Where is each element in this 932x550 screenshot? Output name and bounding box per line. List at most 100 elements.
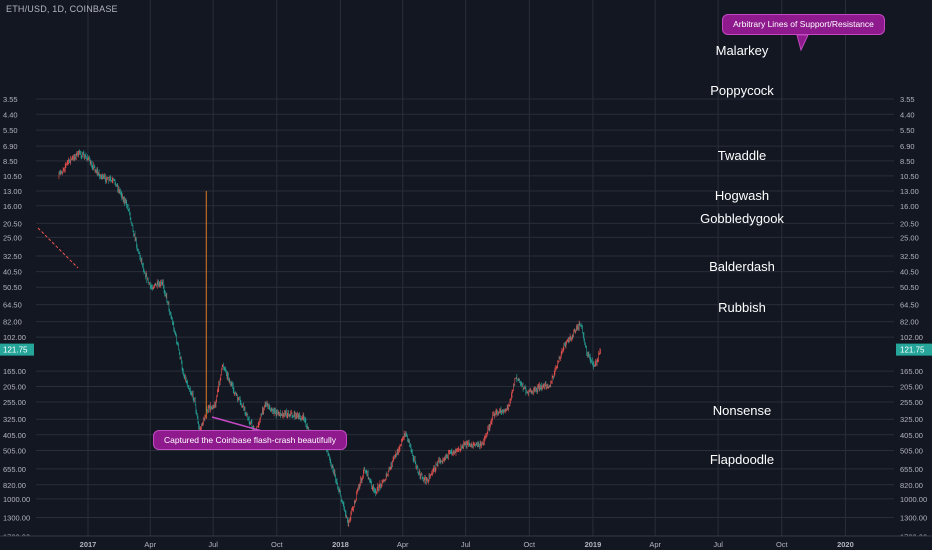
x-tick-11: Oct: [776, 540, 789, 549]
candle-body-472: [385, 479, 386, 481]
candle-body-621: [488, 428, 489, 430]
candle-body-294: [261, 414, 263, 415]
candle-body-123: [143, 271, 145, 273]
candle-body-560: [445, 457, 447, 458]
candle-body-114: [137, 250, 139, 252]
candle-body-428: [354, 501, 356, 502]
candle-body-705: [546, 387, 547, 389]
y-tick-left-10: 32.50: [3, 252, 22, 261]
candle-body-725: [560, 358, 561, 359]
candle-body-345: [297, 416, 298, 418]
candle-body-655: [511, 395, 513, 397]
candle-body-667: [519, 382, 521, 384]
candle-body-709: [549, 386, 550, 388]
candle-body-94: [123, 200, 125, 202]
candle-body-409: [341, 500, 343, 502]
candle-body-73: [109, 180, 110, 182]
candle-body-250: [231, 384, 233, 385]
candle-body-158: [167, 304, 169, 305]
candle-body-247: [229, 381, 231, 383]
candle-body-185: [186, 381, 188, 383]
candle-body-567: [450, 451, 452, 453]
candle-body-778: [596, 363, 598, 364]
candle-body-703: [544, 384, 546, 386]
candle-body-341: [294, 417, 296, 419]
candle-body-23: [74, 158, 76, 160]
candle-body-641: [501, 412, 503, 413]
candle-body-411: [342, 504, 344, 506]
candle-body-571: [453, 453, 455, 454]
candle-body-508: [409, 447, 411, 448]
annotation-support-resistance[interactable]: Arbitrary Lines of Support/Resistance: [722, 14, 885, 35]
candle-body-465: [380, 486, 381, 488]
candle-body-514: [414, 460, 415, 462]
candle-body-357: [305, 424, 307, 426]
candle-body-652: [509, 405, 511, 406]
y-tick-right-9: 25.00: [900, 233, 919, 242]
candle-body-126: [145, 275, 147, 277]
candle-body-674: [524, 386, 526, 388]
candle-body-727: [561, 354, 563, 356]
candle-body-24: [75, 158, 76, 159]
candle-body-309: [272, 410, 274, 412]
x-tick-3: Oct: [271, 540, 284, 549]
candle-body-742: [571, 337, 573, 339]
candle-body-333: [288, 414, 290, 416]
candle-body-52: [94, 170, 96, 172]
candle-body-404: [338, 489, 339, 490]
candle-body-165: [172, 322, 174, 324]
candle-body-100: [127, 209, 129, 211]
candle-body-349: [300, 418, 301, 419]
candle-body-231: [218, 388, 220, 390]
candle-body-328: [285, 414, 287, 416]
y-tick-left-11: 40.50: [3, 268, 22, 277]
candle-body-476: [387, 474, 389, 476]
candle-body-772: [592, 364, 594, 365]
candle-body-337: [291, 415, 293, 417]
candle-body-32: [80, 156, 82, 157]
candle-body-568: [451, 454, 453, 456]
candle-body-607: [478, 445, 480, 446]
candle-body-86: [118, 189, 119, 191]
candle-body-431: [356, 493, 358, 494]
candle-body-591: [467, 443, 469, 445]
candle-body-445: [366, 475, 368, 477]
candle-body-218: [209, 409, 211, 411]
candle-body-585: [463, 447, 464, 449]
candle-body-262: [239, 401, 241, 403]
candle-body-232: [219, 384, 220, 385]
y-tick-right-13: 64.50: [900, 301, 919, 310]
candle-body-179: [182, 371, 184, 373]
candle-body-648: [506, 409, 508, 410]
candle-body-707: [547, 387, 549, 388]
x-tick-2: Jul: [208, 540, 218, 549]
x-tick-5: Apr: [397, 540, 409, 549]
candle-body-401: [335, 481, 337, 482]
candle-body-45: [89, 162, 91, 164]
candle-body-453: [371, 488, 373, 489]
candle-body-538: [430, 475, 432, 476]
candle-body-62: [101, 178, 103, 180]
candle-body-678: [527, 393, 529, 395]
candle-body-193: [192, 394, 193, 396]
candle-body-252: [232, 390, 234, 391]
candle-body-459: [376, 493, 377, 494]
candle-body-387: [326, 450, 327, 452]
candle-body-20: [72, 157, 74, 159]
candle-body-779: [597, 361, 599, 362]
candle-body-540: [432, 473, 433, 474]
candle-body-502: [405, 435, 407, 436]
candle-body-56: [97, 173, 99, 174]
candle-body-491: [398, 451, 399, 453]
annotation-flash-crash[interactable]: Captured the Coinbase flash-crash beauti…: [153, 430, 347, 450]
candle-body-239: [223, 369, 225, 371]
candle-body-10: [65, 166, 67, 168]
candle-body-235: [221, 374, 222, 376]
candle-body-493: [399, 448, 401, 449]
candle-body-228: [216, 399, 218, 401]
candle-body-512: [412, 458, 414, 460]
candle-body-134: [151, 286, 152, 288]
y-tick-right-0: 3.55: [900, 95, 915, 104]
candle-body-314: [275, 415, 277, 416]
